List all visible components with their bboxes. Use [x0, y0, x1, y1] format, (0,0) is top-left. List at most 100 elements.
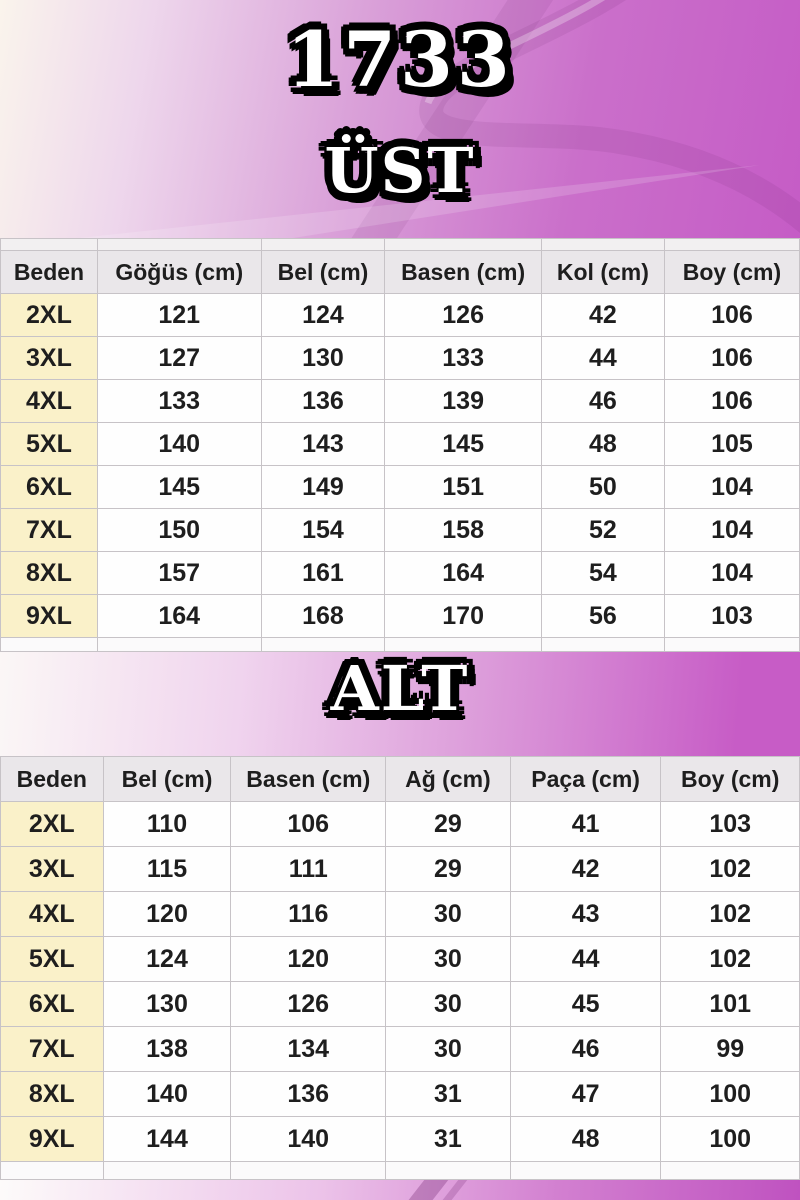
value-cell: 54	[540, 551, 665, 595]
value-cell: 139	[384, 379, 542, 423]
middle-band-background	[0, 648, 800, 760]
size-row: 7XL 138 134 30 46 99	[0, 1026, 800, 1072]
empty-cell	[385, 1161, 511, 1180]
empty-cell	[663, 637, 800, 652]
value-cell: 44	[540, 336, 665, 380]
value-cell: 161	[260, 551, 386, 595]
value-cell: 126	[384, 293, 542, 337]
column-header: Beden	[0, 250, 98, 294]
empty-cell	[384, 637, 542, 652]
size-cell: 2XL	[0, 293, 98, 337]
value-cell: 100	[660, 1116, 800, 1162]
header-row: Beden Göğüs (cm) Bel (cm) Basen (cm) Kol (cm…	[0, 250, 800, 294]
value-cell: 133	[384, 336, 542, 380]
value-cell: 120	[102, 891, 232, 937]
value-cell: 145	[384, 422, 542, 466]
value-cell: 168	[260, 594, 386, 638]
size-cell: 2XL	[0, 801, 104, 847]
value-cell: 46	[509, 1026, 662, 1072]
column-header: Boy (cm)	[660, 756, 800, 802]
background-decoration	[60, 0, 800, 240]
size-row: 9XL 144 140 31 48 100	[0, 1116, 800, 1162]
value-cell: 102	[660, 846, 800, 892]
value-cell: 105	[663, 422, 800, 466]
value-cell: 42	[540, 293, 665, 337]
value-cell: 124	[102, 936, 232, 982]
empty-cell	[96, 637, 262, 652]
value-cell: 158	[384, 508, 542, 552]
size-row: 7XL 150 154 158 52 104	[0, 508, 800, 552]
value-cell: 103	[663, 594, 800, 638]
empty-cell	[0, 238, 98, 251]
size-row: 4XL 120 116 30 43 102	[0, 891, 800, 937]
empty-cell	[0, 637, 98, 652]
value-cell: 29	[385, 846, 511, 892]
column-header: Ağ (cm)	[385, 756, 511, 802]
value-cell: 106	[663, 379, 800, 423]
product-code-title: 1733	[286, 15, 514, 104]
size-cell: 4XL	[0, 379, 98, 423]
value-cell: 150	[96, 508, 262, 552]
empty-cell	[509, 1161, 662, 1180]
value-cell: 99	[660, 1026, 800, 1072]
partial-row-top	[0, 238, 800, 251]
size-row: 8XL 157 161 164 54 104	[0, 551, 800, 595]
value-cell: 130	[102, 981, 232, 1027]
value-cell: 44	[509, 936, 662, 982]
size-cell: 5XL	[0, 422, 98, 466]
empty-cell	[660, 1161, 800, 1180]
size-cell: 3XL	[0, 336, 98, 380]
value-cell: 140	[230, 1116, 386, 1162]
column-header: Kol (cm)	[540, 250, 665, 294]
value-cell: 41	[509, 801, 662, 847]
value-cell: 101	[660, 981, 800, 1027]
value-cell: 133	[96, 379, 262, 423]
value-cell: 136	[230, 1071, 386, 1117]
value-cell: 31	[385, 1116, 511, 1162]
size-row: 3XL 115 111 29 42 102	[0, 846, 800, 892]
value-cell: 102	[660, 936, 800, 982]
size-cell: 3XL	[0, 846, 104, 892]
size-row: 6XL 145 149 151 50 104	[0, 465, 800, 509]
value-cell: 30	[385, 1026, 511, 1072]
column-header: Basen (cm)	[384, 250, 542, 294]
size-row: 3XL 127 130 133 44 106	[0, 336, 800, 380]
value-cell: 106	[663, 336, 800, 380]
size-row: 5XL 140 143 145 48 105	[0, 422, 800, 466]
value-cell: 30	[385, 891, 511, 937]
value-cell: 157	[96, 551, 262, 595]
ust-size-table: Beden Göğüs (cm) Bel (cm) Basen (cm) Kol (cm…	[0, 238, 800, 652]
value-cell: 149	[260, 465, 386, 509]
size-row: 8XL 140 136 31 47 100	[0, 1071, 800, 1117]
value-cell: 145	[96, 465, 262, 509]
size-cell: 8XL	[0, 1071, 104, 1117]
size-cell: 9XL	[0, 1116, 104, 1162]
empty-cell	[540, 238, 665, 251]
value-cell: 31	[385, 1071, 511, 1117]
value-cell: 104	[663, 465, 800, 509]
empty-cell	[96, 238, 262, 251]
size-row: 5XL 124 120 30 44 102	[0, 936, 800, 982]
empty-cell	[260, 238, 386, 251]
column-header: Paça (cm)	[509, 756, 662, 802]
value-cell: 104	[663, 551, 800, 595]
value-cell: 164	[384, 551, 542, 595]
partial-row-bottom	[0, 637, 800, 652]
value-cell: 154	[260, 508, 386, 552]
value-cell: 30	[385, 981, 511, 1027]
value-cell: 151	[384, 465, 542, 509]
value-cell: 56	[540, 594, 665, 638]
value-cell: 104	[663, 508, 800, 552]
section-heading-ust: ÜST	[324, 134, 476, 207]
value-cell: 48	[540, 422, 665, 466]
value-cell: 46	[540, 379, 665, 423]
header-row: Beden Bel (cm) Basen (cm) Ağ (cm) Paça (cm) B…	[0, 756, 800, 802]
value-cell: 136	[260, 379, 386, 423]
top-banner-background	[0, 0, 800, 240]
size-cell: 8XL	[0, 551, 98, 595]
section-heading-alt: ALT	[330, 652, 470, 725]
value-cell: 106	[230, 801, 386, 847]
value-cell: 43	[509, 891, 662, 937]
empty-cell	[384, 238, 542, 251]
size-row: 4XL 133 136 139 46 106	[0, 379, 800, 423]
